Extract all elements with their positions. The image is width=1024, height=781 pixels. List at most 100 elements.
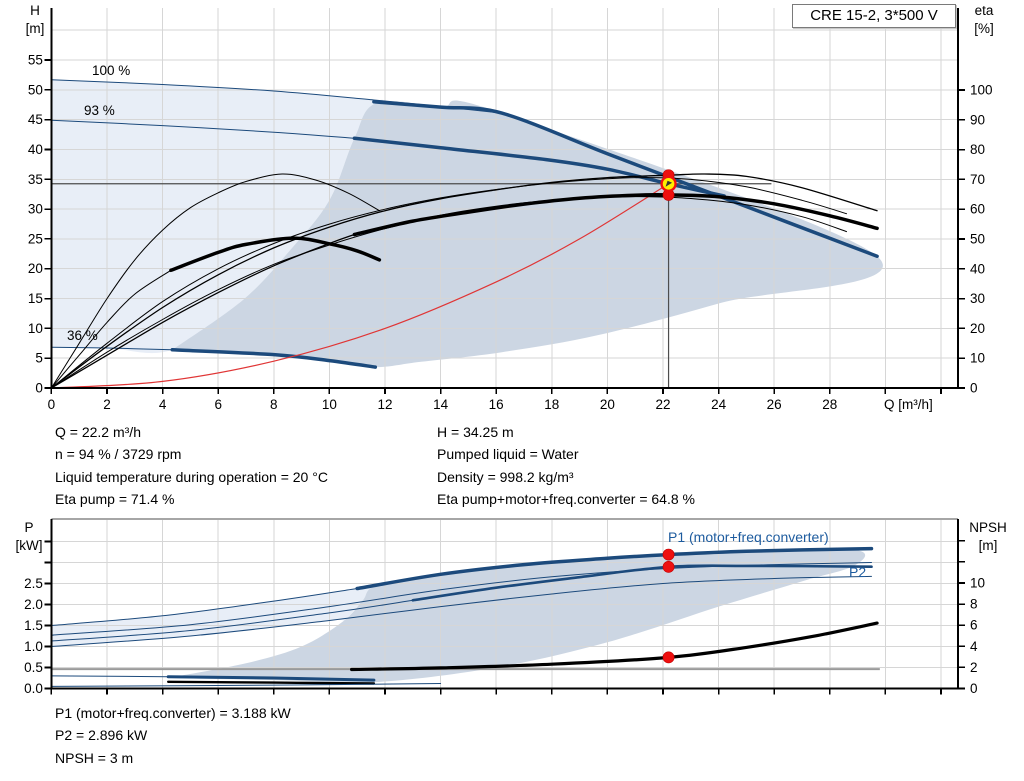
tick-label: 10	[28, 321, 43, 336]
tick-label: 1.5	[24, 618, 43, 633]
tick-label: 50	[970, 232, 985, 247]
power-axis-unit: [kW]	[15, 538, 43, 553]
eta-total-93-curve-thin	[50, 196, 847, 389]
eta-total-curve-thick	[352, 192, 879, 237]
tick-label: 20	[970, 321, 985, 336]
power-band-light	[51, 584, 377, 647]
p2-100-curve-thin	[50, 599, 414, 642]
tick-label: 20	[600, 397, 615, 412]
tick-label: 6	[970, 618, 978, 633]
npsh-dot	[662, 651, 675, 664]
tick-label: 26	[767, 397, 782, 412]
tick-label: 2.0	[24, 597, 43, 612]
tick-label: 0.5	[24, 660, 43, 675]
eta-pump-readout: Eta pump = 71.4 %	[55, 490, 175, 507]
p-36-curve-thin	[50, 675, 169, 678]
p2-93-curve-thin	[50, 575, 872, 647]
tick-label: 100	[970, 83, 993, 98]
tick-label: 30	[970, 291, 985, 306]
speed-100-curve-thick	[372, 100, 879, 258]
npsh-readout: NPSH = 3 m	[55, 749, 134, 766]
tick-label: 6	[214, 397, 222, 412]
tick-label: 0	[35, 381, 43, 396]
system-curve	[50, 183, 670, 389]
tick-label: 8	[970, 597, 978, 612]
tick-label: 50	[28, 82, 43, 97]
tick-label: 40	[970, 261, 985, 276]
tick-label: 24	[711, 397, 727, 412]
power-info-block: P1 (motor+freq.converter) = 3.188 kW P2 …	[55, 702, 291, 769]
tick-label: 35	[28, 172, 43, 187]
eta-total-36-curve-thin-part	[50, 269, 172, 389]
speed-envelope-light	[51, 79, 384, 354]
head-readout: H = 34.25 m	[437, 424, 514, 440]
p-36-curve-thick	[166, 675, 376, 682]
tick-label: 0.0	[24, 681, 43, 696]
tick-label: 12	[377, 397, 392, 412]
flow-axis-label: Q [m³/h]	[884, 397, 933, 412]
tick-label: 28	[822, 397, 837, 412]
speed-93-curve-thin	[50, 119, 355, 139]
tick-label: 16	[489, 397, 504, 412]
duty-info-left: Q = 22.2 m³/h n = 94 % / 3729 rpm Liquid…	[55, 421, 328, 510]
tick-label: 14	[433, 397, 449, 412]
p1-100-curve-thin	[50, 588, 358, 626]
p1-curve-thick	[355, 546, 874, 591]
tick-label: 25	[28, 231, 43, 246]
tick-label: 40	[28, 142, 43, 157]
pump-model-badge: CRE 15-2, 3*500 V	[792, 4, 956, 28]
head-axis-symbol: H	[30, 3, 40, 18]
tick-label: 70	[970, 172, 985, 187]
eta-axis-symbol: eta	[974, 3, 994, 18]
speed-93-label: 93 %	[84, 103, 115, 118]
tick-label: 10	[970, 351, 985, 366]
p2-dot	[662, 560, 675, 573]
tick-label: 30	[28, 202, 43, 217]
density-readout: Density = 998.2 kg/m³	[437, 468, 574, 485]
eta-pump-curve-thin	[50, 173, 878, 389]
npsh-curve-thick	[350, 621, 879, 672]
tick-label: 8	[270, 397, 278, 412]
tick-label: 18	[544, 397, 559, 412]
tick-label: 10	[970, 576, 985, 591]
p2-curve-thick	[411, 564, 873, 602]
speed-readout: n = 94 % / 3729 rpm	[55, 446, 182, 463]
npsh-axis-symbol: NPSH	[969, 520, 1007, 535]
speed-36-label: 36 %	[67, 328, 98, 343]
tick-label: 90	[970, 112, 985, 127]
npsh-axis-label: NPSH [m]	[958, 519, 1018, 555]
p2-curve-label: P2	[849, 564, 867, 580]
tick-label: 22	[655, 397, 670, 412]
p2-36-curve	[167, 680, 376, 685]
duty-info-right: H = 34.25 m Pumped liquid = Water Densit…	[437, 421, 695, 510]
tick-label: 60	[970, 202, 985, 217]
tick-label: 4	[970, 639, 978, 654]
tick-label: 2	[103, 397, 111, 412]
tick-label: 20	[28, 261, 43, 276]
tick-label: 0	[970, 381, 978, 396]
tick-label: 15	[28, 291, 43, 306]
tick-label: 0	[970, 681, 978, 696]
tick-label: 80	[970, 142, 985, 157]
tick-label: 45	[28, 112, 43, 127]
tick-label: 10	[322, 397, 337, 412]
npsh-low-curve-thin	[50, 683, 442, 687]
tick-label: 2	[970, 660, 978, 675]
head-axis-label: H [m]	[14, 2, 56, 38]
tick-label: 2.5	[24, 576, 43, 591]
tick-label: 1.0	[24, 639, 43, 654]
eta-pump-93-curve-thin	[50, 177, 847, 389]
power-axis-label: P [kW]	[6, 519, 52, 555]
p2-readout: P2 = 2.896 kW	[55, 727, 148, 744]
tick-label: 4	[159, 397, 167, 412]
power-band-dark	[168, 548, 866, 683]
eta-total-readout: Eta pump+motor+freq.converter = 64.8 %	[437, 490, 695, 507]
head-axis-unit: [m]	[25, 21, 45, 36]
duty-cursor-glyph	[665, 180, 673, 187]
tick-label: 0	[48, 397, 56, 412]
p1-dot	[662, 548, 675, 561]
p1-curve-label: P1 (motor+freq.converter)	[668, 529, 829, 545]
p1-readout: P1 (motor+freq.converter) = 3.188 kW	[55, 705, 291, 721]
